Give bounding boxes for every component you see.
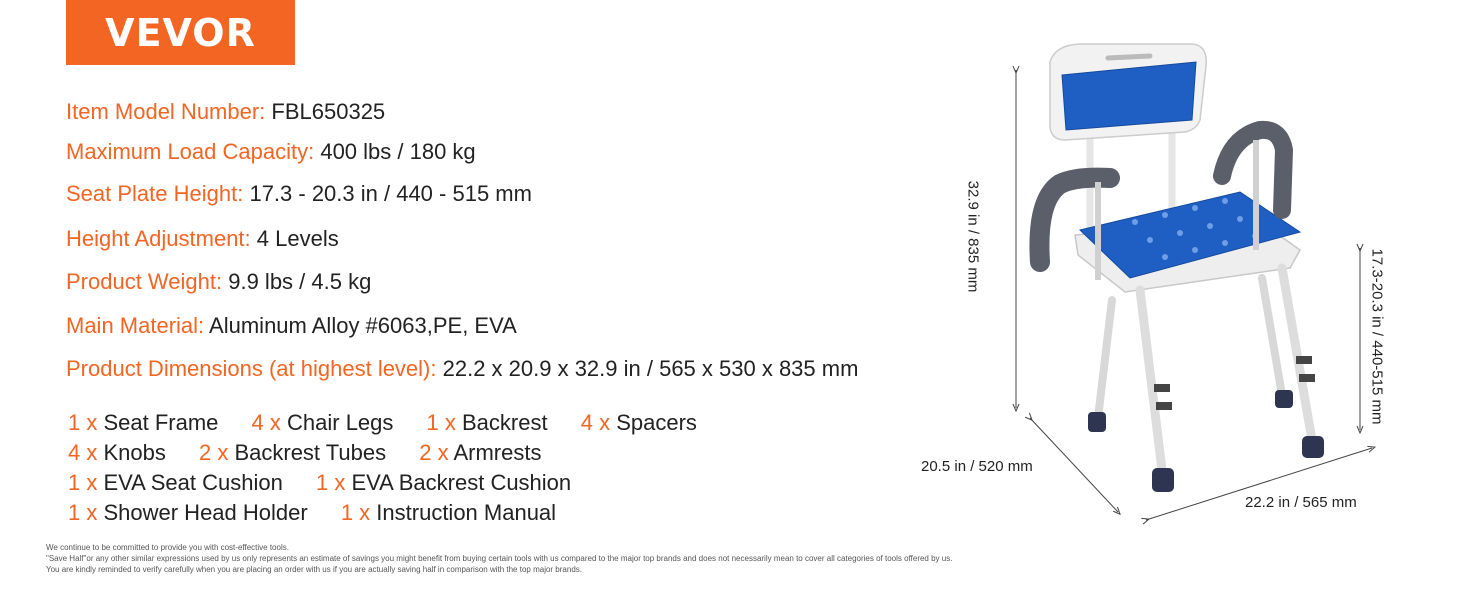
part-item: 1 x EVA Backrest Cushion	[316, 470, 571, 496]
part-name: Instruction Manual	[370, 500, 557, 525]
part-name: Spacers	[610, 410, 697, 435]
part-qty: 1 x	[68, 410, 98, 435]
seat-height-label: 17.3-20.3 in / 440-515 mm	[1368, 248, 1386, 425]
spec-key: Main Material:	[66, 313, 205, 338]
shower-chair-icon	[1029, 43, 1324, 492]
part-qty: 1 x	[340, 500, 371, 525]
part-item: 1 x Seat Frame	[68, 410, 218, 436]
part-name: Backrest Tubes	[228, 440, 387, 465]
part-qty: 1 x	[68, 470, 98, 495]
spec-load-capacity: Maximum Load Capacity: 400 lbs / 180 kg	[66, 139, 476, 165]
part-item: 2 x Armrests	[419, 440, 541, 466]
spec-product-dimensions: Product Dimensions (at highest level): 2…	[66, 356, 858, 382]
spec-product-weight: Product Weight: 9.9 lbs / 4.5 kg	[66, 269, 371, 295]
parts-row-3: 1 x EVA Seat Cushion 1 x EVA Backrest Cu…	[68, 470, 598, 496]
disclaimer-line: "Save Half"or any other similar expressi…	[46, 554, 953, 563]
spec-key: Maximum Load Capacity:	[66, 139, 315, 164]
part-name: Armrests	[448, 440, 542, 465]
spec-seat-height: Seat Plate Height: 17.3 - 20.3 in / 440 …	[66, 181, 532, 207]
spec-key: Product Dimensions (at highest level):	[66, 356, 437, 381]
spec-value: Aluminum Alloy #6063,PE, EVA	[204, 313, 517, 338]
part-item: 1 x Shower Head Holder	[68, 500, 308, 526]
spec-value: 22.2 x 20.9 x 32.9 in / 565 x 530 x 835 …	[436, 356, 859, 381]
part-name: Shower Head Holder	[97, 500, 308, 525]
part-qty: 1 x	[315, 470, 346, 495]
spec-value: 17.3 - 20.3 in / 440 - 515 mm	[243, 181, 532, 206]
part-qty: 1 x	[426, 410, 456, 435]
part-item: 2 x Backrest Tubes	[199, 440, 386, 466]
part-qty: 1 x	[68, 500, 98, 525]
disclaimer-line: We continue to be committed to provide y…	[46, 543, 289, 552]
spec-key: Seat Plate Height:	[66, 181, 244, 206]
parts-row-1: 1 x Seat Frame 4 x Chair Legs 1 x Backre…	[68, 410, 724, 436]
part-item: 1 x Backrest	[427, 410, 548, 436]
spec-key: Item Model Number:	[66, 99, 266, 124]
part-qty: 4 x	[68, 440, 98, 465]
depth-dimension-line	[1030, 418, 1118, 512]
part-item: 4 x Chair Legs	[252, 410, 394, 436]
disclaimer-line: You are kindly reminded to verify carefu…	[46, 565, 582, 574]
spec-value: 9.9 lbs / 4.5 kg	[222, 269, 372, 294]
part-qty: 2 x	[198, 440, 229, 465]
spec-value: 400 lbs / 180 kg	[314, 139, 476, 164]
part-qty: 4 x	[580, 410, 611, 435]
spec-main-material: Main Material: Aluminum Alloy #6063,PE, …	[66, 313, 517, 339]
width-label: 22.2 in / 565 mm	[1245, 494, 1357, 511]
spec-value: 4 Levels	[250, 226, 339, 251]
part-item: 4 x Spacers	[581, 410, 697, 436]
width-dimension-line	[1146, 448, 1372, 520]
part-item: 4 x Knobs	[68, 440, 166, 466]
parts-row-4: 1 x Shower Head Holder 1 x Instruction M…	[68, 500, 583, 526]
part-name: EVA Seat Cushion	[97, 470, 283, 495]
spec-model-number: Item Model Number: FBL650325	[66, 99, 385, 125]
spec-key: Product Weight:	[66, 269, 223, 294]
spec-key: Height Adjustment:	[66, 226, 251, 251]
part-name: Backrest	[455, 410, 548, 435]
part-name: EVA Backrest Cushion	[345, 470, 572, 495]
spec-height-adjustment: Height Adjustment: 4 Levels	[66, 226, 339, 252]
spec-value: FBL650325	[265, 99, 386, 124]
part-name: Seat Frame	[97, 410, 219, 435]
part-qty: 2 x	[419, 440, 449, 465]
total-height-label: 32.9 in / 835 mm	[964, 180, 982, 293]
part-item: 1 x Instruction Manual	[341, 500, 556, 526]
part-name: Chair Legs	[280, 410, 394, 435]
part-item: 1 x EVA Seat Cushion	[68, 470, 283, 496]
parts-row-2: 4 x Knobs 2 x Backrest Tubes 2 x Armrest…	[68, 440, 568, 466]
depth-label: 20.5 in / 520 mm	[921, 458, 1033, 475]
logo-text: VEVOR	[105, 10, 256, 55]
part-name: Knobs	[97, 440, 166, 465]
vevor-logo: VEVOR	[66, 0, 295, 65]
part-qty: 4 x	[251, 410, 281, 435]
